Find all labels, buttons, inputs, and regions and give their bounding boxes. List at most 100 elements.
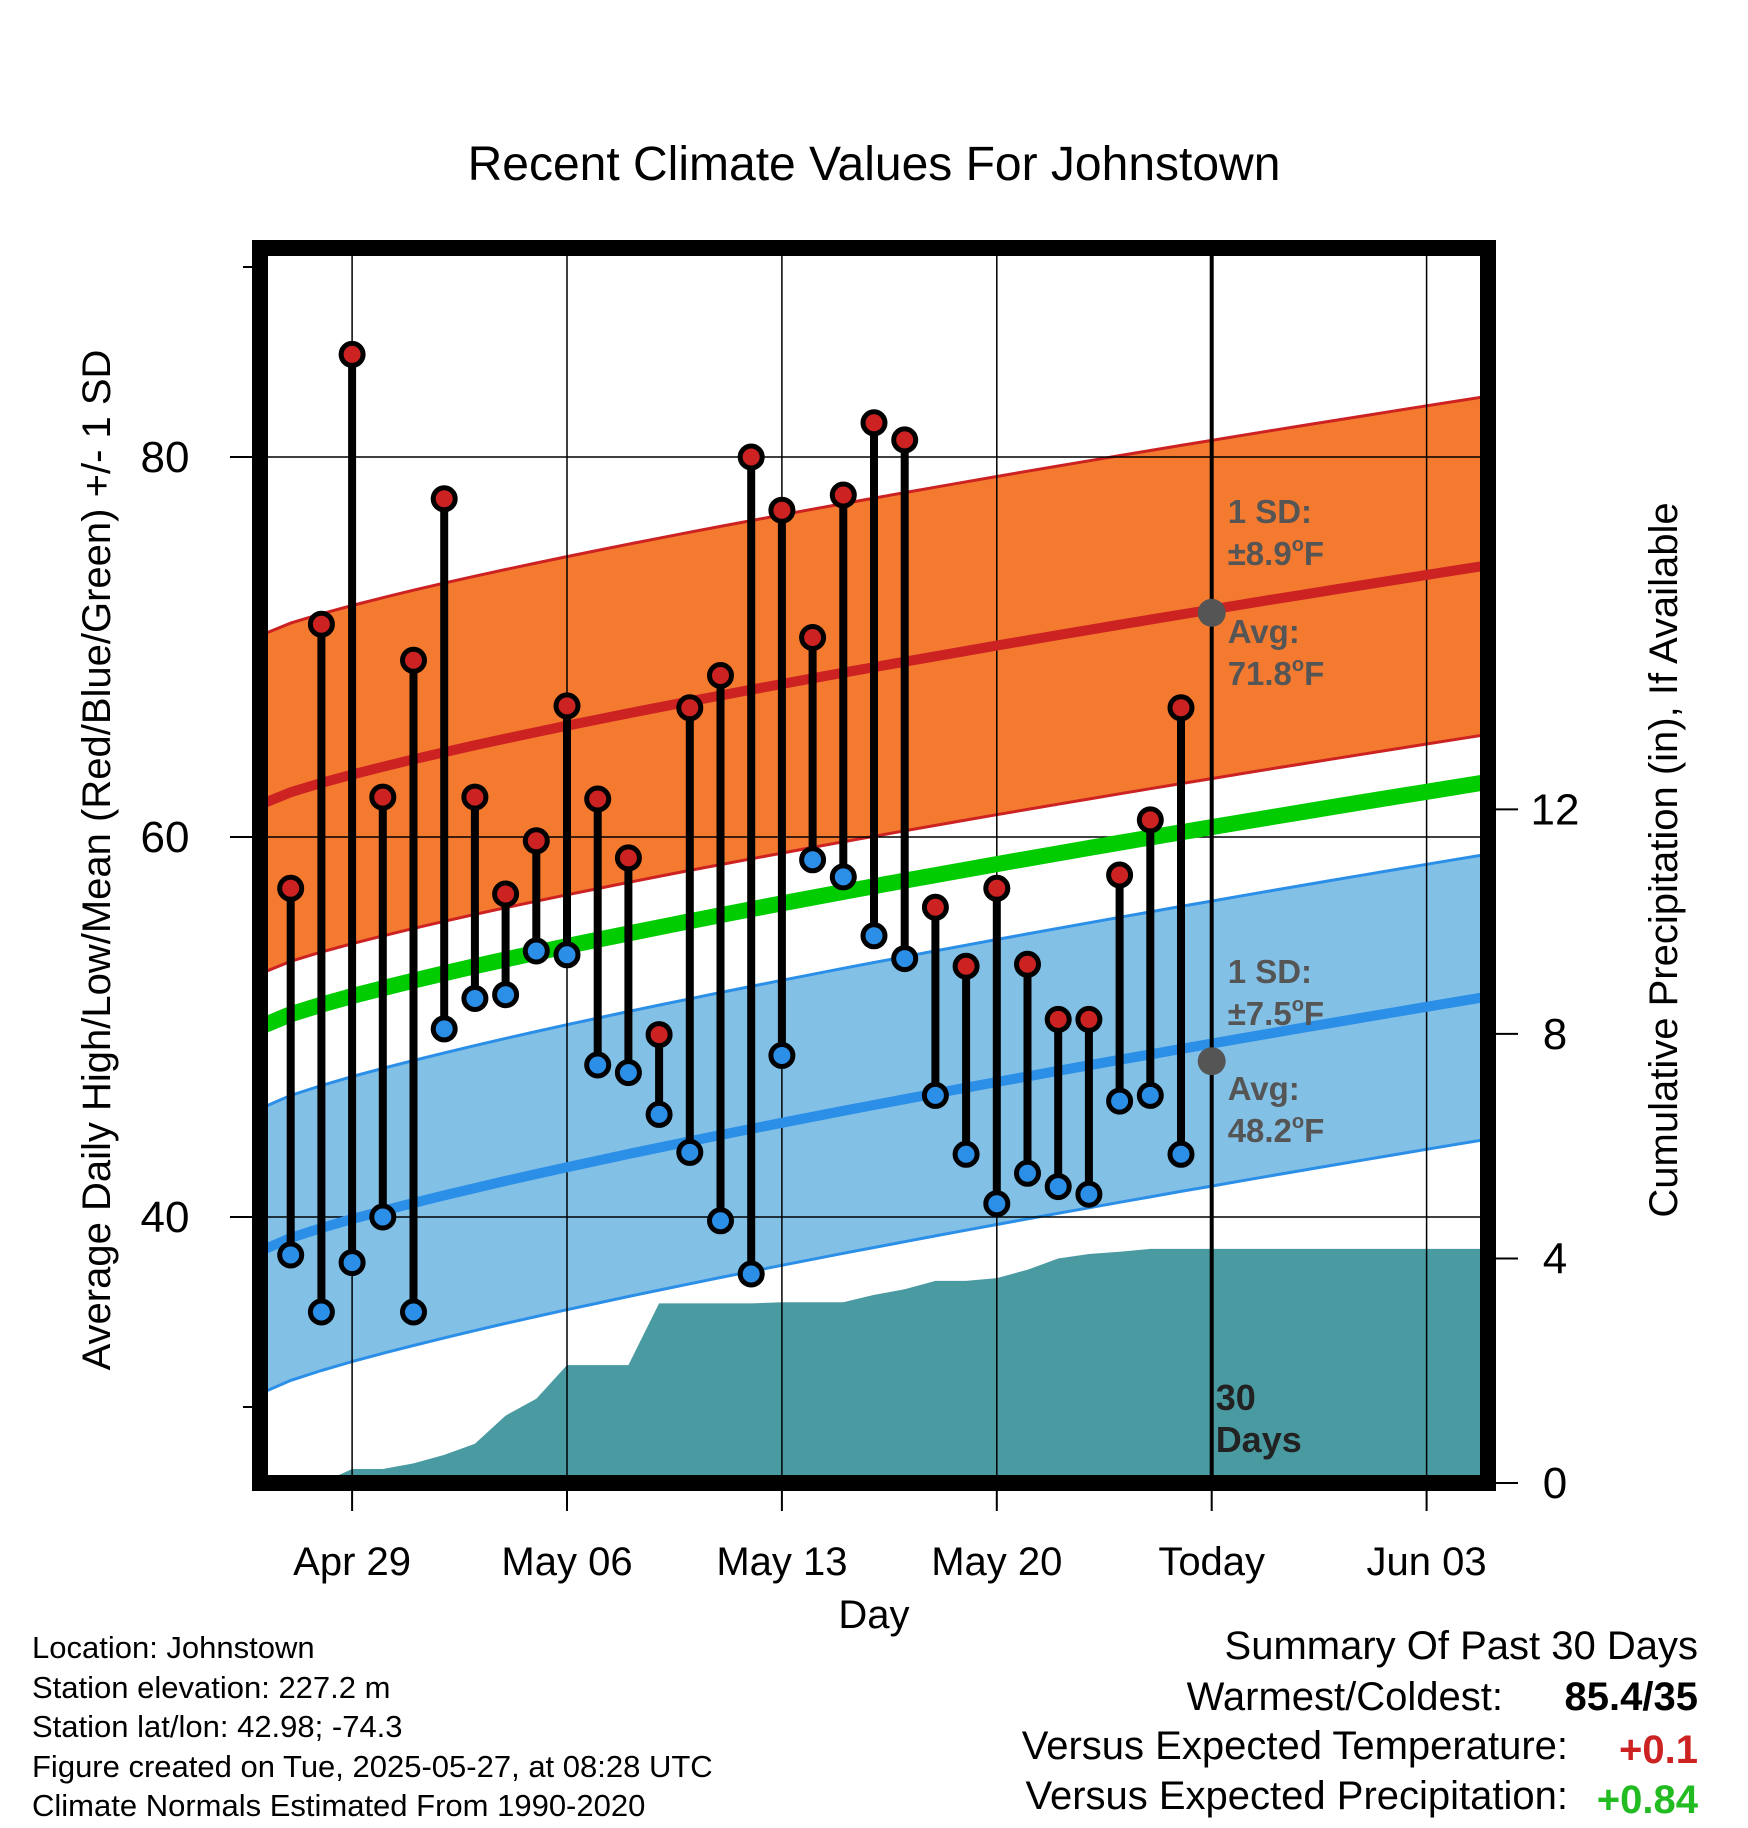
footer-latlon: Station lat/lon: 42.98; -74.3 <box>32 1709 403 1744</box>
summary-temp-label: Versus Expected Temperature: <box>1021 1724 1568 1768</box>
daily-low-point <box>307 1298 335 1326</box>
daily-high-point <box>952 952 980 980</box>
high-avg-value-text: 71.8 <box>1228 655 1292 692</box>
daily-high-point <box>1044 1005 1072 1033</box>
daily-high-point <box>369 783 397 811</box>
daily-high-point <box>584 785 612 813</box>
y2-tick-label: 12 <box>1531 785 1580 834</box>
chart-title: Recent Climate Values For Johnstown <box>468 138 1281 191</box>
daily-low-point <box>921 1081 949 1109</box>
x-axis-title: Day <box>838 1593 909 1637</box>
daily-low-point <box>369 1203 397 1231</box>
daily-low-point <box>676 1138 704 1166</box>
daily-low-point <box>1014 1159 1041 1187</box>
daily-low-point <box>522 937 550 965</box>
daily-high-point <box>553 692 581 720</box>
daily-low-point <box>799 846 827 874</box>
daily-low-point <box>952 1140 980 1168</box>
y-axis-title: Average Daily High/Low/Mean (Red/Blue/Gr… <box>75 350 119 1371</box>
daily-high-point <box>799 624 827 651</box>
daily-high-point <box>1106 861 1134 889</box>
summary-warm-cold-value: 85.4/35 <box>1564 1675 1698 1719</box>
daily-high-point <box>983 874 1011 902</box>
high-avg-value-unit: F <box>1304 655 1324 692</box>
daily-high-point <box>860 409 888 437</box>
daily-high-point <box>400 646 427 674</box>
low-sd-value-text: ±7.5 <box>1228 995 1292 1032</box>
daily-low-point <box>614 1059 642 1087</box>
days-unit-label: Days <box>1216 1419 1302 1460</box>
low-avg-label: Avg: <box>1228 1070 1300 1107</box>
low-avg-value-unit: F <box>1304 1112 1324 1149</box>
daily-high-point <box>768 496 796 524</box>
summary-precip-label: Versus Expected Precipitation: <box>1025 1774 1568 1818</box>
daily-low-point <box>768 1042 796 1069</box>
y-tick-label: 40 <box>141 1193 190 1242</box>
daily-low-point <box>707 1207 734 1235</box>
daily-low-point <box>891 945 919 973</box>
x-tick-label: Jun 03 <box>1367 1540 1487 1584</box>
daily-high-point <box>277 874 305 902</box>
daily-high-point <box>1167 694 1195 722</box>
daily-low-point <box>829 863 857 891</box>
x-tick-label: Apr 29 <box>293 1540 411 1584</box>
high-avg-value-degree: o <box>1292 654 1304 676</box>
footer-elevation: Station elevation: 227.2 m <box>32 1670 391 1705</box>
daily-low-point <box>400 1298 427 1326</box>
daily-low-point <box>983 1190 1011 1218</box>
high-sd-value-degree: o <box>1292 534 1304 556</box>
x-tick-label: May 20 <box>931 1540 1062 1584</box>
x-tick-label: Today <box>1158 1540 1265 1584</box>
daily-high-point <box>676 694 704 722</box>
daily-low-point <box>645 1100 673 1128</box>
daily-high-point <box>891 426 919 454</box>
daily-low-point <box>1106 1087 1134 1115</box>
daily-high-point <box>1014 950 1041 978</box>
low-avg-value: 48.2oF <box>1228 1111 1325 1149</box>
y2-tick-label: 8 <box>1543 1010 1567 1059</box>
x-tick-label: May 06 <box>501 1540 632 1584</box>
daily-low-point <box>277 1241 305 1269</box>
today-normal-high-marker <box>1197 598 1226 627</box>
high-sd-value-unit: F <box>1304 535 1324 572</box>
daily-low-point <box>430 1015 458 1043</box>
daily-low-point <box>338 1249 366 1277</box>
daily-high-point <box>737 443 765 471</box>
daily-high-point <box>829 481 857 509</box>
daily-high-point <box>461 783 489 811</box>
daily-low-point <box>860 922 888 950</box>
daily-high-point <box>614 844 642 872</box>
low-sd-value-unit: F <box>1304 995 1324 1032</box>
summary-precip-value: +0.84 <box>1596 1778 1698 1822</box>
low-avg-value-text: 48.2 <box>1228 1112 1292 1149</box>
footer-location: Location: Johnstown <box>32 1630 315 1665</box>
daily-low-point <box>461 985 489 1012</box>
y2-axis-title: Cumulative Precipitation (in), If Availa… <box>1642 502 1686 1217</box>
high-sd-value-text: ±8.9 <box>1228 535 1292 572</box>
low-sd-value-degree: o <box>1292 994 1304 1016</box>
daily-low-point <box>1167 1140 1195 1168</box>
normal-low-line <box>258 991 1489 1256</box>
y2-tick-label: 4 <box>1543 1234 1567 1283</box>
low-sd-value: ±7.5oF <box>1228 994 1324 1032</box>
y2-tick-label: 0 <box>1543 1459 1567 1508</box>
daily-low-point <box>553 941 581 969</box>
daily-high-point <box>707 662 734 689</box>
daily-high-point <box>645 1021 673 1049</box>
daily-high-point <box>1075 1005 1103 1033</box>
daily-low-point <box>1044 1173 1072 1201</box>
high-sd-label-text: 1 SD: <box>1228 493 1312 530</box>
y-tick-label: 60 <box>141 813 190 862</box>
days-count-label: 30 <box>1216 1377 1256 1418</box>
plot-frame <box>252 240 1496 1491</box>
summary-warm-cold-label: Warmest/Coldest: <box>1186 1675 1503 1719</box>
daily-high-point <box>522 827 550 855</box>
high-sd-label: 1 SD: <box>1228 493 1312 530</box>
daily-high-point <box>338 340 366 368</box>
daily-high-point <box>921 893 949 921</box>
daily-low-point <box>737 1260 765 1288</box>
daily-high-point <box>492 880 520 908</box>
daily-low-point <box>1136 1081 1164 1109</box>
